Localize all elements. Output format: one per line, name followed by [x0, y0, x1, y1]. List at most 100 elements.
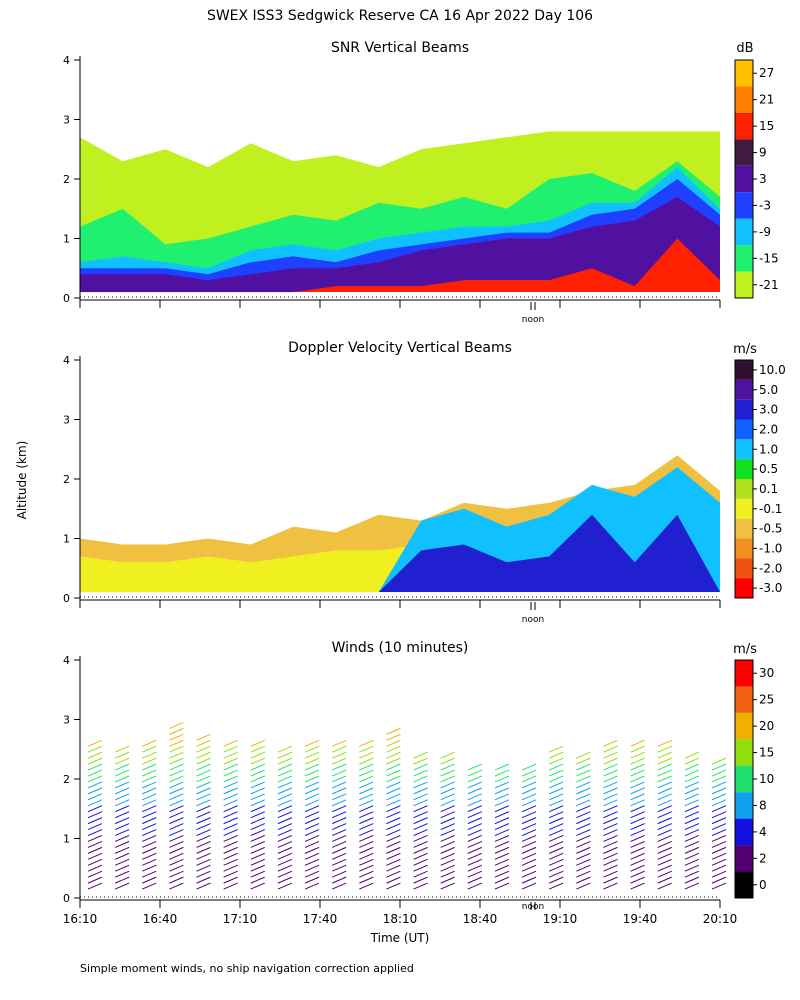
- wind-barb: [142, 823, 157, 831]
- wind-barb: [196, 763, 211, 771]
- wind-barb: [440, 793, 455, 801]
- wind-barb: [386, 799, 401, 807]
- colorbar-swatch: [735, 498, 753, 519]
- wind-barb: [331, 882, 347, 890]
- winds-panel-title: Winds (10 minutes): [332, 640, 469, 656]
- wind-barb: [549, 787, 564, 795]
- wind-barb: [711, 876, 727, 884]
- wind-barb: [304, 775, 320, 783]
- wind-barb: [549, 858, 564, 866]
- wind-barb: [603, 852, 618, 860]
- wind-barb: [413, 775, 428, 783]
- wind-barb: [196, 846, 211, 854]
- wind-barb: [359, 835, 374, 842]
- wind-barb: [549, 763, 564, 771]
- wind-barb: [359, 775, 374, 783]
- heatmap-layer-4: [80, 196, 720, 293]
- colorbar-label: 10.0: [759, 363, 786, 377]
- wind-barb: [549, 775, 564, 783]
- wind-barb: [440, 823, 455, 831]
- wind-barb: [277, 793, 293, 801]
- wind-barb: [142, 882, 157, 890]
- wind-barb: [277, 876, 293, 884]
- wind-barb: [386, 769, 401, 777]
- wind-barb: [169, 840, 184, 848]
- wind-barb: [467, 829, 483, 836]
- wind-barb: [413, 751, 428, 759]
- wind-barb: [467, 870, 483, 878]
- wind-barb: [521, 793, 537, 801]
- wind-barb: [657, 823, 672, 831]
- wind-barb: [630, 745, 645, 753]
- wind-barb: [142, 864, 157, 872]
- wind-barb: [684, 775, 700, 783]
- wind-barb: [549, 864, 564, 872]
- wind-barb: [169, 775, 184, 783]
- wind-barb: [114, 876, 130, 884]
- wind-barb: [711, 787, 727, 795]
- wind-barb: [684, 763, 700, 771]
- wind-barb: [169, 829, 184, 836]
- wind-barb: [467, 793, 483, 801]
- wind-barb: [196, 858, 211, 866]
- wind-barb: [603, 745, 618, 753]
- wind-barb: [494, 793, 510, 801]
- wind-barb: [549, 805, 564, 813]
- wind-barb: [304, 829, 320, 836]
- wind-barb: [413, 799, 428, 807]
- wind-barb: [87, 745, 103, 753]
- wind-barb: [87, 799, 103, 807]
- colorbar-label: 5.0: [759, 383, 778, 397]
- wind-barb: [630, 805, 645, 813]
- colorbar-swatch: [735, 518, 753, 539]
- wind-barb: [304, 817, 320, 825]
- wind-barb: [223, 876, 238, 884]
- wind-barb: [413, 835, 428, 842]
- wind-barb: [576, 882, 591, 890]
- wind-barb: [549, 835, 564, 842]
- wind-barb: [603, 781, 618, 789]
- colorbar-label: -3: [759, 198, 771, 212]
- wind-barb: [142, 745, 157, 753]
- wind-barb: [196, 745, 211, 753]
- wind-barb: [386, 781, 401, 789]
- wind-barb: [331, 811, 347, 819]
- wind-barb: [494, 775, 510, 783]
- wind-barb: [494, 817, 510, 825]
- wind-barb: [386, 805, 401, 813]
- wind-barb: [250, 811, 265, 819]
- colorbar-swatch: [735, 86, 753, 113]
- wind-barb: [359, 852, 374, 860]
- wind-barb: [440, 858, 455, 866]
- wind-barb: [576, 870, 591, 878]
- wind-barb: [521, 846, 537, 854]
- wind-barb: [576, 817, 591, 825]
- colorbar-swatch: [735, 792, 753, 819]
- wind-barb: [603, 835, 618, 842]
- colorbar-swatch: [735, 739, 753, 766]
- wind-barb: [630, 876, 645, 884]
- wind-barb: [603, 751, 618, 759]
- wind-barb: [630, 781, 645, 789]
- wind-barb: [304, 811, 320, 819]
- colorbar-swatch: [735, 845, 753, 872]
- wind-barb: [331, 840, 347, 848]
- wind-barb: [277, 840, 293, 848]
- y-tick-label: 2: [63, 773, 70, 786]
- wind-barb: [603, 829, 618, 836]
- wind-barb: [223, 799, 238, 807]
- x-tick-label: 19:40: [623, 912, 658, 926]
- wind-barb: [603, 805, 618, 813]
- wind-barb: [386, 739, 401, 747]
- wind-barb: [223, 805, 238, 813]
- wind-barb: [684, 823, 700, 831]
- wind-barb: [630, 823, 645, 831]
- wind-barb: [413, 876, 428, 884]
- colorbar-label: -21: [759, 278, 779, 292]
- wind-barb: [359, 745, 374, 753]
- wind-barb: [413, 757, 428, 765]
- wind-barb: [87, 864, 103, 872]
- wind-barb: [196, 870, 211, 878]
- wind-barb: [87, 823, 103, 831]
- wind-barb: [169, 745, 184, 753]
